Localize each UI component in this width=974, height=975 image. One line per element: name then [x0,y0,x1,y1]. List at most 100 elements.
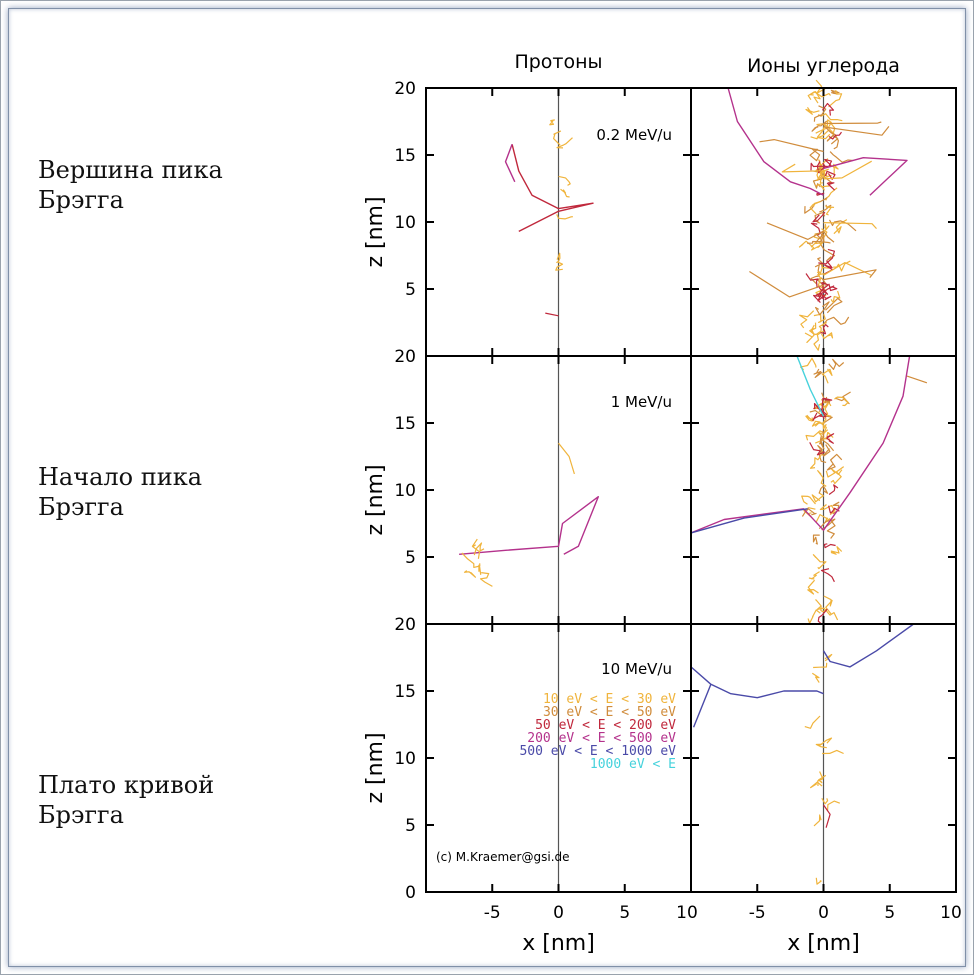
electron-track [478,564,482,575]
electron-track [821,316,850,327]
electron-track [822,749,844,755]
electron-track [815,431,834,444]
electron-track [820,568,835,583]
y-axis-title: z [nm] [363,196,388,267]
y-tick-label: 5 [405,548,416,568]
electron-track [824,653,833,662]
electron-track [833,260,851,272]
electron-track [806,240,831,244]
electron-track [813,814,822,827]
electron-track [824,170,836,180]
electron-track [821,797,829,805]
electron-track [818,774,827,784]
electron-track [825,468,843,478]
electron-track [822,623,915,668]
electron-track [555,261,564,271]
electron-track [830,466,845,485]
electron-track [815,292,832,301]
y-tick-label: 15 [394,682,416,702]
electron-track [828,484,839,495]
electron-track [798,240,820,251]
column-title-carbon-ions: Ионы углерода [747,55,900,77]
electron-track [796,355,825,417]
electron-track [759,139,824,153]
electron-track [800,357,817,371]
y-tick-label: 15 [394,414,416,434]
electron-track [504,144,516,183]
electron-track [815,230,825,243]
electron-track [826,433,835,444]
legend-entry: 10 eV < E < 30 eV [543,692,676,707]
electron-track [810,222,821,236]
electron-track [805,273,819,289]
electron-track [823,543,836,549]
electron-track [828,131,842,140]
y-tick-label: 20 [394,347,416,367]
electron-track [826,133,839,145]
electron-track [817,281,829,295]
electron-track [459,496,599,555]
electron-track [826,800,841,812]
electron-track [801,495,816,505]
electron-track [511,144,594,233]
y-tick-label: 10 [394,749,416,769]
row-label-bragg-peak-start: Начало пика Брэгга [38,462,202,522]
electron-track [818,485,829,494]
electron-track [809,454,823,469]
electron-track [805,107,820,115]
row-label-line2: Брэгга [38,493,124,521]
electron-track [818,248,835,265]
electron-track [828,219,857,232]
electron-track [815,119,832,134]
electron-track [809,201,821,215]
electron-track [816,121,836,134]
x-tick-label: -5 [749,903,766,923]
electron-track [813,292,825,304]
electron-track [817,470,827,487]
inner-frame [8,8,966,967]
electron-track [812,172,828,189]
electron-track [799,310,815,329]
electron-track [823,160,872,180]
electron-track [766,222,824,240]
electron-track [906,375,928,384]
electron-track [690,508,808,534]
electron-track [824,125,839,150]
electron-track [461,552,481,568]
electron-track [549,119,555,126]
y-tick-label: 20 [394,615,416,635]
legend-entry: 1000 eV < E [590,757,676,772]
x-tick-label: 10 [676,903,698,923]
legend-entry: 30 eV < E < 50 eV [543,705,676,720]
electron-track [823,121,882,125]
y-tick-label: 5 [405,280,416,300]
row-label-line1: Плато кривой [38,771,215,799]
electron-track [556,137,573,149]
electron-track [824,223,830,231]
electron-track [545,312,559,317]
electron-track [828,505,840,514]
electron-track [817,266,830,274]
electron-track [479,572,493,587]
electron-track [823,262,873,277]
electron-track [813,402,828,416]
electron-track [830,290,841,303]
electron-track [820,332,834,340]
electron-track [811,120,828,132]
energy-label: 1 MeV/u [611,393,672,411]
electron-track [809,322,817,335]
electron-track [556,214,573,220]
electron-track [826,453,843,471]
electron-track [810,162,829,171]
electron-track [817,608,828,626]
electron-track [690,355,911,534]
energy-label: 10 MeV/u [601,660,672,678]
row-label-line1: Начало пика [38,463,203,491]
electron-track [829,151,853,163]
credit-text: (c) M.Kraemer@gsi.de [436,850,570,864]
electron-track [821,392,831,404]
row-label-bragg-peak-top: Вершина пика Брэгга [38,155,223,215]
electron-track [815,743,827,749]
electron-track [812,554,827,570]
electron-track [823,804,831,828]
